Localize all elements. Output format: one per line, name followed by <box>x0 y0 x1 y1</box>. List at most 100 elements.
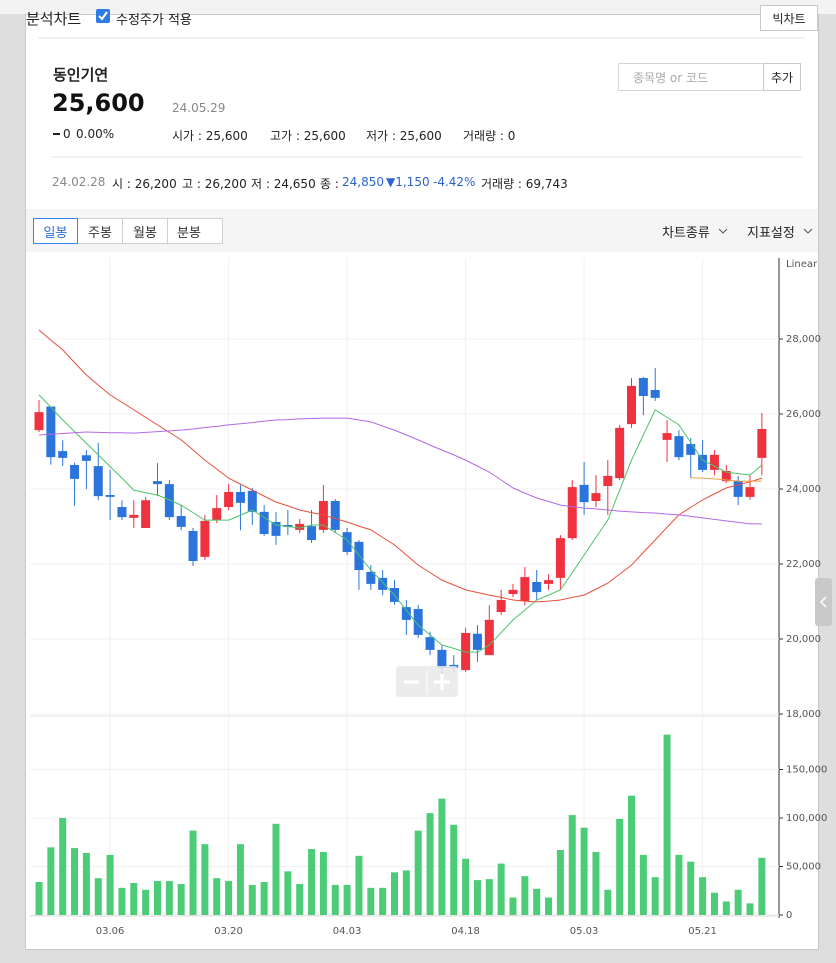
candle-body <box>733 481 743 497</box>
candle-body <box>105 495 115 497</box>
field: 시가 : 25,600 <box>172 129 248 143</box>
period-tab[interactable]: 월봉 <box>122 218 168 244</box>
y-tick-label: 18,000 <box>786 709 821 720</box>
volume-bar <box>82 852 90 915</box>
volume-bar <box>580 827 588 915</box>
volume-bar <box>746 903 754 915</box>
candle-body <box>46 406 56 458</box>
volume-bar <box>213 878 221 915</box>
volume-bar <box>379 887 387 915</box>
volume-bar <box>509 897 517 915</box>
indicator-menu[interactable]: 지표설정 <box>747 226 795 241</box>
volume-bar <box>687 861 695 915</box>
candle-body <box>698 454 708 470</box>
candle-body <box>603 475 613 486</box>
y-tick-label: 26,000 <box>786 409 821 420</box>
candle-body <box>627 385 636 425</box>
candle-body <box>638 378 648 396</box>
volume-bar <box>308 849 316 915</box>
volume-bar <box>722 901 730 915</box>
volume-bar <box>189 830 197 915</box>
candle-body <box>532 582 542 593</box>
period-tab[interactable]: 주봉 <box>77 218 123 244</box>
candle-body <box>354 541 364 570</box>
candle-body <box>259 511 269 534</box>
scale-label: Linear <box>786 259 818 270</box>
volume-bar <box>734 889 742 915</box>
info-close-label: 종 : <box>320 177 339 191</box>
volume-bar <box>142 889 150 915</box>
volume-bar <box>473 880 481 915</box>
volume-bar <box>426 813 434 915</box>
candle-body <box>58 451 68 458</box>
period-tab[interactable]: 분봉 <box>167 218 223 244</box>
x-tick-label: 04.18 <box>451 926 480 937</box>
info-low: 저 : 24,650 <box>251 177 316 191</box>
volume-bar <box>533 888 541 915</box>
chart-type-menu[interactable]: 차트종류 <box>662 226 710 241</box>
x-tick-label: 05.03 <box>570 926 599 937</box>
y-tick-label: 0 <box>786 910 792 921</box>
candle-body <box>247 490 257 512</box>
volume-bar <box>568 815 576 915</box>
search-input[interactable]: 종목명 or 코드 <box>618 63 764 91</box>
volume-bar <box>35 882 43 915</box>
candle-body <box>520 577 530 602</box>
zoom-controls[interactable] <box>396 666 458 697</box>
volume-bar <box>130 882 138 915</box>
y-tick-label: 28,000 <box>786 334 821 345</box>
stock-price: 25,600 <box>52 89 145 117</box>
moving-average <box>690 477 762 482</box>
volume-bar <box>165 881 173 915</box>
period-tab[interactable]: 일봉 <box>33 218 78 244</box>
volume-bar <box>343 884 351 915</box>
candle-body <box>307 526 317 540</box>
volume-bar <box>497 863 505 915</box>
volume-bar <box>367 887 375 915</box>
moving-average <box>38 417 762 525</box>
volume-bar <box>604 889 612 915</box>
candle-body <box>283 525 293 527</box>
checkmark <box>98 11 108 21</box>
volume-bar <box>402 870 410 915</box>
volume-bar <box>438 798 446 915</box>
checkbox-label[interactable]: 수정주가 적용 <box>116 13 192 28</box>
volume-bar <box>71 848 79 915</box>
info-rate: -4.42% <box>433 175 476 189</box>
volume-bar <box>106 854 114 915</box>
candle-body <box>401 607 411 620</box>
candle-body <box>235 492 245 503</box>
y-tick-label: 24,000 <box>786 484 821 495</box>
volume-bar <box>319 851 327 915</box>
candle-body <box>366 571 376 584</box>
x-tick-label: 04.03 <box>333 926 362 937</box>
candle-body <box>757 429 767 458</box>
candle-body <box>378 577 388 590</box>
candle-body <box>413 609 423 635</box>
volume-bar <box>758 857 766 915</box>
add-button[interactable]: 추가 <box>763 63 801 91</box>
volume-bar <box>663 734 671 915</box>
candle-body <box>81 455 91 461</box>
candle-body <box>579 484 589 503</box>
x-tick-label: 03.20 <box>214 926 243 937</box>
info-open: 시 : 26,200 <box>112 177 177 191</box>
candle-body <box>342 532 352 552</box>
volume-bar <box>177 883 185 915</box>
candle-body <box>567 487 577 539</box>
candle-body <box>271 522 281 536</box>
volume-bar <box>391 872 398 915</box>
moving-average <box>38 394 763 653</box>
big-chart-button[interactable]: 빅차트 <box>760 5 818 31</box>
volume-bar <box>545 897 553 915</box>
candle-body <box>709 454 719 470</box>
collapse-tab[interactable] <box>815 578 832 626</box>
volume-bar <box>710 892 718 915</box>
candle-body <box>129 514 139 518</box>
y-tick-label: 100,000 <box>786 813 827 824</box>
candle-body <box>117 507 127 518</box>
candle-body <box>200 520 210 557</box>
field: 거래량 : 0 <box>463 129 516 143</box>
candle-body <box>188 531 198 561</box>
